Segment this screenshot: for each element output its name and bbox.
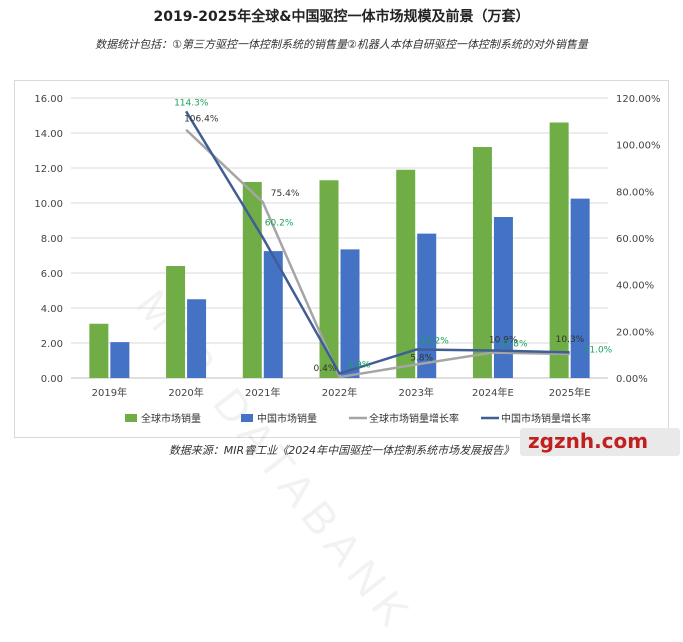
x-tick-label: 2022年 bbox=[322, 386, 357, 399]
y-right-tick-label: 40.00% bbox=[616, 281, 654, 292]
y-left-tick-label: 0.00 bbox=[41, 374, 63, 385]
site-logo: zgznh.com bbox=[520, 428, 680, 456]
y-left-tick-label: 16.00 bbox=[34, 94, 63, 105]
label-china-growth: 1.9% bbox=[348, 361, 371, 371]
y-right-tick-label: 0.00% bbox=[616, 374, 648, 385]
label-china-growth: 11.8% bbox=[499, 339, 528, 349]
source-note: 数据来源：MIR睿工业《2024年中国驱控一体控制系统市场发展报告》 bbox=[168, 444, 515, 457]
bar-china-sales bbox=[570, 198, 590, 378]
y-right-tick-label: 100.00% bbox=[616, 141, 661, 152]
bar-global-sales bbox=[549, 122, 569, 378]
label-china-growth: 11.0% bbox=[584, 345, 613, 355]
legend-label: 中国市场销量 bbox=[257, 412, 317, 425]
bar-global-sales bbox=[166, 266, 186, 378]
label-global-growth: 10.9% bbox=[489, 336, 518, 346]
bar-china-sales bbox=[110, 342, 130, 378]
y-right-tick-label: 60.00% bbox=[616, 234, 654, 245]
line-china-growth bbox=[185, 110, 570, 375]
x-tick-label: 2019年 bbox=[92, 386, 127, 399]
label-global-growth: 0.4% bbox=[314, 364, 337, 374]
x-tick-label: 2021年 bbox=[245, 386, 280, 399]
bar-china-sales bbox=[340, 249, 360, 378]
y-right-tick-label: 120.00% bbox=[616, 94, 661, 105]
y-left-tick-label: 4.00 bbox=[41, 304, 63, 315]
y-left-tick-label: 10.00 bbox=[34, 199, 63, 210]
y-left-tick-label: 2.00 bbox=[41, 339, 63, 350]
line-global-growth bbox=[185, 128, 570, 379]
chart-subtitle: 数据统计包括：①第三方驱控一体控制系统的销售量②机器人本体自研驱控一体控制系统的… bbox=[95, 38, 588, 51]
label-global-growth: 5.8% bbox=[410, 353, 433, 363]
y-left-tick-label: 6.00 bbox=[41, 269, 63, 280]
bar-china-sales bbox=[187, 299, 207, 378]
legend-label: 全球市场销量增长率 bbox=[369, 412, 459, 425]
site-logo-text: zgznh.com bbox=[528, 429, 649, 453]
bar-china-sales bbox=[417, 233, 437, 378]
y-left-tick-label: 8.00 bbox=[41, 234, 63, 245]
y-left-tick-label: 14.00 bbox=[34, 129, 63, 140]
bar-china-sales bbox=[263, 251, 283, 378]
legend-swatch bbox=[241, 414, 253, 422]
bar-global-sales bbox=[319, 180, 339, 378]
label-global-growth: 106.4% bbox=[184, 115, 219, 125]
y-left-tick-label: 12.00 bbox=[34, 164, 63, 175]
x-tick-label: 2020年 bbox=[168, 386, 203, 399]
label-china-growth: 114.3% bbox=[174, 98, 209, 108]
label-china-growth: 12.2% bbox=[420, 337, 449, 347]
y-right-tick-label: 80.00% bbox=[616, 187, 654, 198]
bar-global-sales bbox=[242, 182, 262, 378]
label-china-growth: 60.2% bbox=[265, 219, 294, 229]
bar-global-sales bbox=[89, 323, 109, 378]
x-tick-label: 2024年E bbox=[472, 386, 514, 399]
x-tick-label: 2023年 bbox=[398, 386, 433, 399]
bar-china-sales bbox=[493, 217, 513, 378]
legend-label: 全球市场销量 bbox=[141, 412, 201, 425]
combo-chart: 0.00 2.00 4.00 6.00 8.00 10.00 12.00 14.00 16.00… bbox=[34, 94, 661, 425]
bar-global-sales bbox=[472, 147, 492, 378]
label-global-growth: 75.4% bbox=[271, 189, 300, 199]
legend-label: 中国市场销量增长率 bbox=[501, 412, 591, 425]
chart-area: MIR DATABANK 0.00 2.00 4.00 6.00 8.00 10.00 12… bbox=[14, 80, 669, 642]
x-tick-label: 2025年E bbox=[549, 386, 591, 399]
bar-global-sales bbox=[396, 169, 416, 378]
legend-swatch bbox=[125, 414, 137, 422]
chart-title: 2019-2025年全球&中国驱控一体市场规模及前景（万套） bbox=[153, 9, 530, 25]
y-right-tick-label: 20.00% bbox=[616, 327, 654, 338]
label-global-growth: 10.3% bbox=[556, 335, 585, 345]
